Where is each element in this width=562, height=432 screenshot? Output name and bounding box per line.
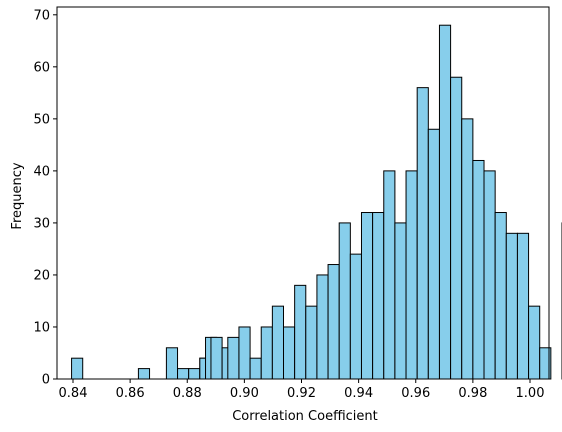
y-tick-label: 60 [33,60,50,75]
histogram-bar [383,170,396,380]
histogram-bar [338,222,351,380]
x-axis-ticks: 0.84 0.86 0.88 0.90 0.92 0.94 0.96 0.98 1.00 [59,379,545,401]
y-axis-ticks: 0 10 20 30 40 50 60 70 [33,8,57,388]
x-tick-label: 0.98 [458,386,487,401]
x-tick-label: 0.88 [173,386,202,401]
y-tick-label: 0 [42,373,50,388]
histogram-bar [516,232,530,380]
histogram-bar [188,368,201,380]
x-axis-label: Correlation Coefficient [232,409,378,424]
x-tick-label: 0.92 [287,386,316,401]
y-axis-label: Frequency [10,162,25,229]
histogram-bar [177,368,190,380]
histogram-bar [327,264,340,380]
histogram-bar [238,326,251,380]
y-tick-label: 20 [33,268,50,283]
histogram-bar [360,212,374,380]
histogram-bar [305,305,318,380]
histogram-bar [505,232,518,380]
histogram-bar [260,326,273,380]
histogram-bar [427,128,440,380]
x-tick-label: 0.84 [59,386,88,401]
histogram-bar [227,336,240,380]
histogram-bar [372,212,385,380]
y-tick-label: 30 [33,216,50,231]
histogram-bar [271,305,285,380]
x-tick-label: 1.00 [516,386,545,401]
histogram-bar [405,170,418,380]
histogram-bar [450,76,463,380]
x-tick-label: 0.86 [116,386,145,401]
y-tick-label: 70 [33,8,50,23]
x-tick-label: 0.96 [401,386,430,401]
histogram-bar [249,357,262,380]
x-tick-label: 0.90 [230,386,259,401]
histogram-bar [483,170,496,380]
histogram-bar [472,159,485,380]
histogram-bar [137,368,151,380]
y-tick-label: 40 [33,164,50,179]
histogram-bar [394,222,407,380]
histogram-bar [461,118,474,380]
y-tick-label: 10 [33,320,50,335]
histogram-bar [283,326,296,380]
histogram-bar [165,347,179,380]
plot-frame [56,6,550,380]
histogram-bar [210,336,223,380]
x-tick-label: 0.94 [344,386,373,401]
histogram-bar [316,274,329,380]
y-tick-label: 50 [33,112,50,127]
histogram-bar [528,305,541,380]
histogram-bar [294,284,307,380]
histogram-bar [71,357,84,380]
histogram-bar [349,253,362,380]
histogram-bar [494,212,507,380]
histogram-bar [438,24,452,380]
histogram-bar [416,87,429,380]
